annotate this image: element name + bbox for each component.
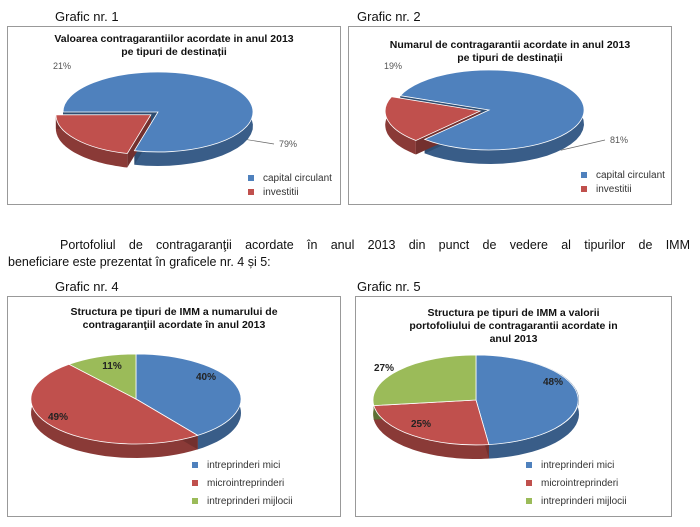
data-label: 25% [411,419,431,430]
data-label: 19% [384,61,402,71]
pie-slice-microintreprinderi [373,399,490,446]
legend-label: intreprinderi mijlocii [541,495,627,507]
paragraph-line-1: Portofoliul de contragaranţii acordate î… [60,238,690,252]
legend-item: microintreprinderi [192,474,293,492]
chart-title: Valoarea contragarantiilor acordate in a… [54,33,294,58]
legend-swatch [526,498,532,504]
pie-slice-microintreprinderi [30,363,199,445]
chart-title: Structura pe tipuri de IMM a valorii por… [409,307,618,345]
pie-chart-4: 40% 49% 11% [30,353,242,458]
chart-title: Numarul de contragarantii acordate in an… [389,39,631,64]
legend-label: investitii [596,183,632,195]
legend-swatch [581,172,587,178]
legend-label: intreprinderi mici [541,459,615,471]
legend-item: intreprinderi mijlocii [192,492,293,510]
pie-slice-intreprinderi-mici [475,354,579,446]
legend-item: capital circulant [248,171,332,185]
legend-item: intreprinderi mijlocii [526,492,627,510]
pie-slice-intreprinderi-mijlocii [372,354,477,407]
pie-chart-5: 48% 25% 27% [372,354,579,459]
data-label: 81% [610,135,628,145]
chart-panel-2: Numarul de contragarantii acordate in an… [348,26,672,205]
pie-chart-2: 81% 19% [384,61,628,164]
figure-label-4: Grafic nr. 4 [55,279,119,294]
legend-swatch [526,462,532,468]
legend-label: intreprinderi mici [207,459,281,471]
legend-label: microintreprinderi [207,477,285,489]
legend-label: capital circulant [596,169,665,181]
chart-legend-2: capital circulant investitii [581,168,665,196]
chart-panel-5: Structura pe tipuri de IMM a valorii por… [355,296,672,517]
chart-legend-1: capital circulant investitii [248,171,332,199]
leader-line [560,139,606,151]
legend-label: investitii [263,186,299,198]
figure-label-5: Grafic nr. 5 [357,279,421,294]
legend-item: intreprinderi mici [526,456,627,474]
legend-item: investitii [248,185,332,199]
data-label: 49% [48,412,68,423]
data-label: 40% [196,372,216,383]
legend-item: intreprinderi mici [192,456,293,474]
legend-label: intreprinderi mijlocii [207,495,293,507]
pie-slice-intreprinderi-mici [135,353,242,436]
pie-slice-capital-circulant [399,69,585,151]
legend-swatch [192,498,198,504]
legend-item: capital circulant [581,168,665,182]
chart-legend-5: intreprinderi mici microintreprinderi in… [526,456,627,510]
pie-slice-intreprinderi-mijlocii [68,353,137,400]
chart-title: Structura pe tipuri de IMM a numarului d… [70,306,278,331]
pie-slice-investitii [55,114,152,154]
pie-slice-capital-circulant [62,71,254,153]
paragraph-line-2: beneficiare este prezentat în graficele … [8,255,271,269]
legend-item: investitii [581,182,665,196]
legend-swatch [192,480,198,486]
legend-item: microintreprinderi [526,474,627,492]
legend-swatch [581,186,587,192]
legend-swatch [192,462,198,468]
chart-panel-4: Structura pe tipuri de IMM a numarului d… [7,296,341,517]
data-label: 21% [53,61,71,71]
legend-swatch [248,189,254,195]
body-paragraph: Portofoliul de contragaranţii acordate î… [8,237,690,271]
legend-label: microintreprinderi [541,477,619,489]
chart-panel-1: Valoarea contragarantiilor acordate in a… [7,26,341,205]
data-label: 79% [279,139,297,149]
data-label: 48% [543,377,563,388]
figure-label-1: Grafic nr. 1 [55,9,119,24]
figure-label-2: Grafic nr. 2 [357,9,421,24]
legend-swatch [526,480,532,486]
legend-swatch [248,175,254,181]
legend-label: capital circulant [263,172,332,184]
chart-legend-4: intreprinderi mici microintreprinderi in… [192,456,293,510]
data-label: 11% [102,361,122,372]
data-label: 27% [374,363,394,374]
pie-slice-investitii [384,96,482,141]
leader-line [247,139,275,145]
pie-chart-1: 79% 21% [53,61,297,168]
